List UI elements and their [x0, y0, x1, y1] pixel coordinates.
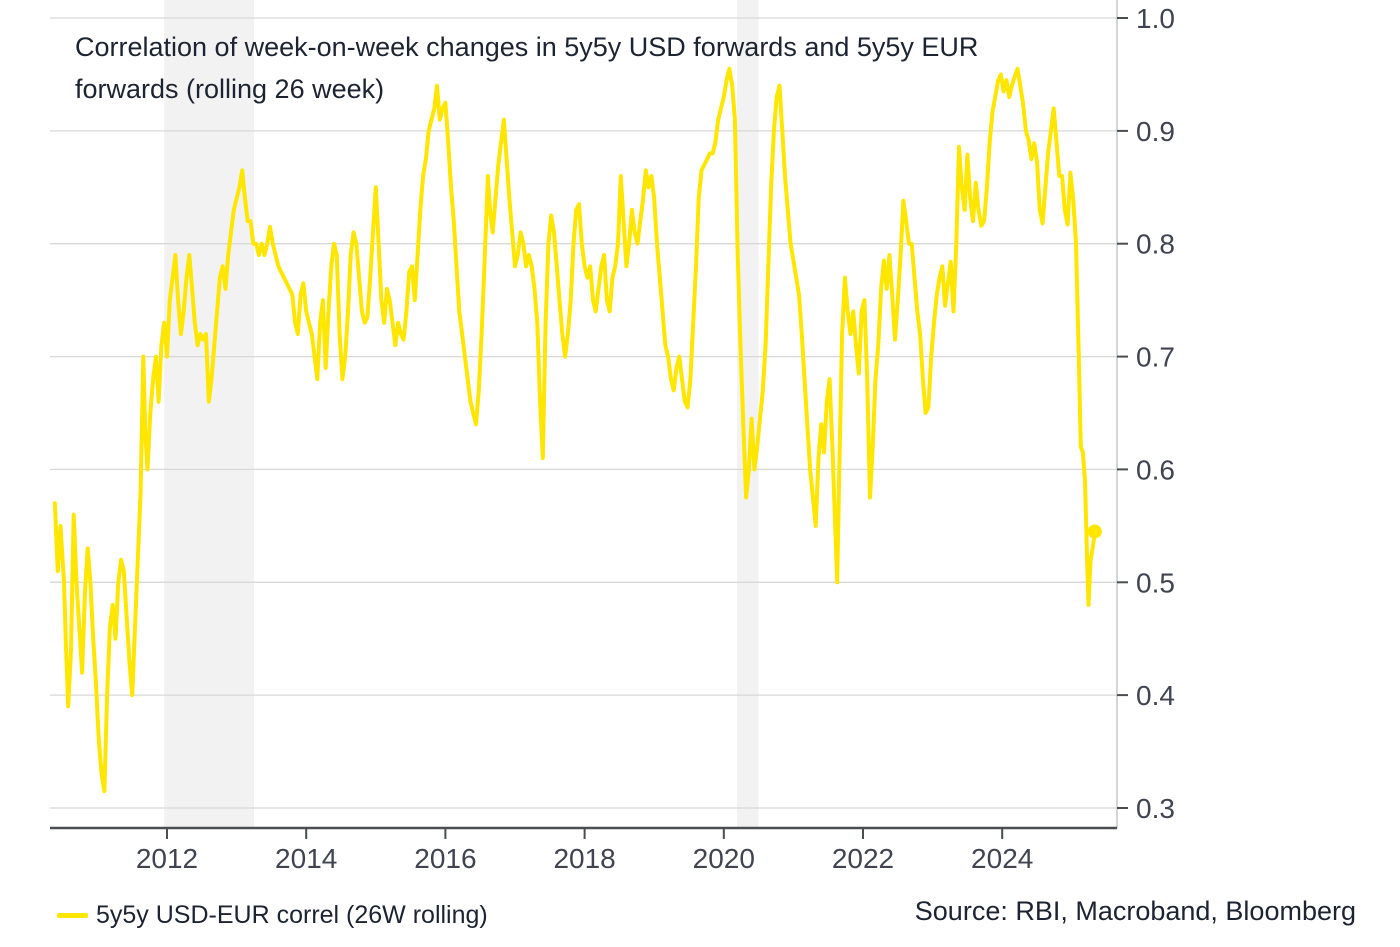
- chart-title-line1: Correlation of week-on-week changes in 5…: [75, 32, 979, 62]
- x-axis-tick-label: 2024: [971, 843, 1033, 874]
- recession-band: [164, 0, 254, 828]
- series-end-dot: [1087, 524, 1102, 539]
- y-axis-tick-label: 0.9: [1136, 116, 1175, 147]
- y-axis-tick-label: 0.6: [1136, 454, 1175, 485]
- series-line: [52, 66, 1097, 794]
- y-axis-tick-label: 0.4: [1136, 680, 1175, 711]
- x-axis-tick-label: 2018: [553, 843, 615, 874]
- y-axis-tick-label: 0.7: [1136, 342, 1175, 373]
- y-axis-tick-label: 1.0: [1136, 3, 1175, 34]
- x-axis-tick-label: 2020: [693, 843, 755, 874]
- y-axis-tick-label: 0.5: [1136, 567, 1175, 598]
- recession-band: [737, 0, 759, 828]
- x-axis-tick-label: 2022: [832, 843, 894, 874]
- chart-title: Correlation of week-on-week changes in 5…: [75, 26, 1105, 110]
- legend-line-swatch: [57, 912, 88, 918]
- source-text: Source: RBI, Macroband, Bloomberg: [914, 896, 1356, 926]
- x-axis-tick-label: 2014: [275, 843, 337, 874]
- y-axis-tick-label: 0.8: [1136, 229, 1175, 260]
- chart-title-line2: forwards (rolling 26 week): [75, 74, 385, 104]
- y-axis-tick-label: 0.3: [1136, 793, 1175, 824]
- legend-label: 5y5y USD-EUR correl (26W rolling): [96, 900, 488, 929]
- x-axis-tick-label: 2012: [136, 843, 198, 874]
- legend: 5y5y USD-EUR correl (26W rolling): [57, 901, 488, 929]
- x-axis-tick-label: 2016: [414, 843, 476, 874]
